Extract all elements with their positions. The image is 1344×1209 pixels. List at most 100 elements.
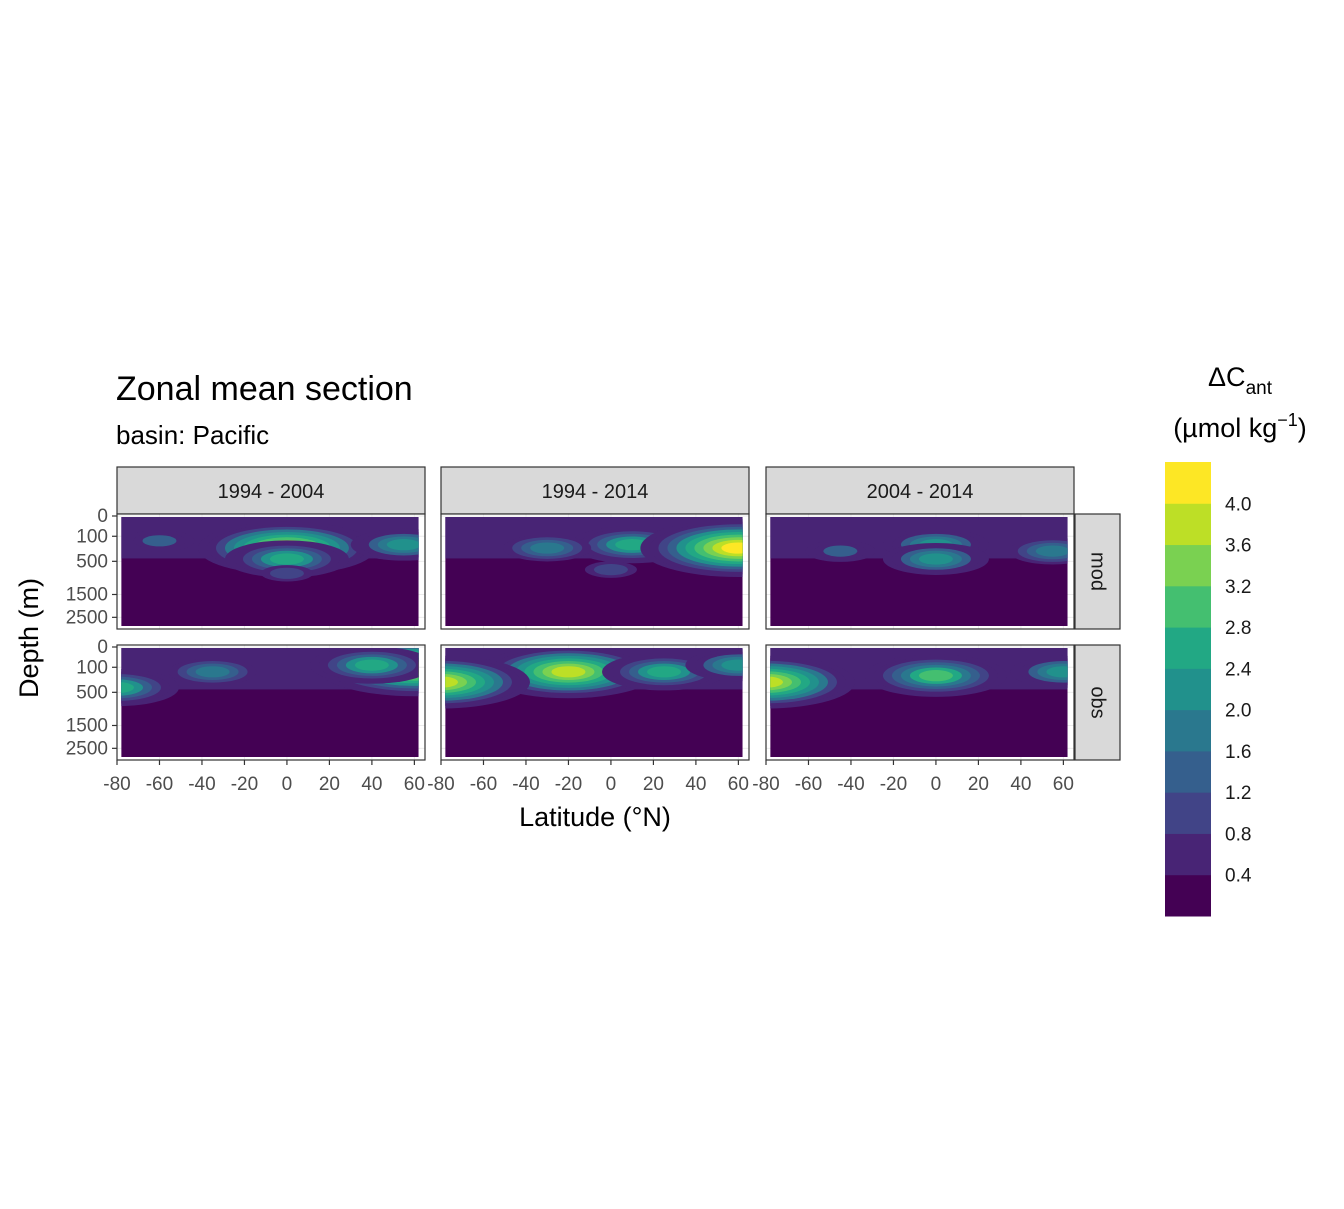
- row-strip-label: mod: [1087, 552, 1109, 591]
- colorbar-label: 3.6: [1225, 536, 1251, 557]
- facet-strip-2: [765, 466, 1075, 515]
- y-tick-label: 100: [76, 657, 108, 678]
- panel-border: [116, 513, 426, 630]
- facet-strip-label: 1994 - 2004: [218, 481, 325, 503]
- field-layer: [121, 517, 419, 626]
- x-tick-label: 20: [968, 774, 989, 795]
- panel-border: [440, 644, 750, 761]
- x-tick-label: 40: [1010, 774, 1031, 795]
- legend-title-unit: (µmol kg−1): [1173, 410, 1307, 443]
- colorbar-label: 4.0: [1225, 494, 1251, 515]
- panel-border: [765, 644, 1075, 761]
- contour-level: [721, 659, 743, 671]
- chart-subtitle: basin: Pacific: [116, 420, 269, 450]
- contour-level: [918, 553, 953, 565]
- y-tick-label: 1500: [66, 715, 108, 736]
- colorbar-label: 2.0: [1225, 701, 1251, 722]
- colorbar-segment: [1165, 874, 1211, 917]
- legend-unit-text: (µmol kg: [1173, 413, 1277, 443]
- y-axis-title: Depth (m): [14, 578, 44, 698]
- facet-strip-label: 2004 - 2014: [867, 481, 974, 503]
- field-layer: [770, 648, 1068, 757]
- x-tick-label: 0: [606, 774, 617, 795]
- colorbar-segment: [1165, 462, 1211, 504]
- field-layer: [121, 648, 419, 757]
- colorbar-segment: [1165, 668, 1211, 711]
- colorbar-segment: [1165, 627, 1211, 669]
- contour-level: [269, 567, 304, 579]
- x-tick-label: -60: [146, 774, 173, 795]
- facet-grid: 1994 - 2004 1994 - 2014 2004 - 2014 mod obs: [116, 466, 1121, 761]
- x-tick-label: -60: [795, 774, 822, 795]
- panel-obs-0: [116, 644, 426, 761]
- x-tick-label: 20: [643, 774, 664, 795]
- field-layer: [770, 517, 1068, 626]
- contour-level: [823, 545, 858, 557]
- facet-strip-0: [116, 466, 426, 515]
- legend-title-delta: ΔC: [1208, 362, 1246, 392]
- y-tick-label: 2500: [66, 607, 108, 628]
- row-strip-label: obs: [1087, 686, 1109, 718]
- row-strip-0: [1074, 513, 1121, 630]
- contour-level: [647, 666, 682, 678]
- panel-mod-1: [440, 513, 750, 630]
- x-tick-label: 40: [361, 774, 382, 795]
- x-tick-label: -80: [103, 774, 130, 795]
- x-tick-label: 0: [282, 774, 293, 795]
- y-tick-label: 1500: [66, 584, 108, 605]
- colorbar-segment: [1165, 585, 1211, 628]
- facet-strip-label: 1994 - 2014: [542, 481, 649, 503]
- contour-level: [121, 682, 134, 693]
- colorbar-label: 2.8: [1225, 618, 1251, 639]
- contour-level: [918, 670, 953, 682]
- y-tick-label: 0: [97, 506, 108, 527]
- legend-title-sub: ant: [1246, 378, 1273, 399]
- x-tick-label: 0: [931, 774, 942, 795]
- x-tick-label: -80: [752, 774, 779, 795]
- panel-mod-2: [765, 513, 1075, 630]
- legend-unit-exp: −1: [1277, 410, 1298, 430]
- contour-level: [195, 666, 230, 678]
- contour-level: [445, 676, 458, 688]
- colorbar-label: 0.8: [1225, 824, 1251, 845]
- x-tick-label: -40: [188, 774, 215, 795]
- x-tick-label: 60: [404, 774, 425, 795]
- contour-level: [1035, 545, 1068, 557]
- field-layer: [445, 648, 743, 757]
- colorbar-label: 1.6: [1225, 742, 1251, 763]
- colorbar-segment: [1165, 750, 1211, 793]
- colorbar-legend: ΔCant (µmol kg−1) 4.0 3.6 3.2 2.8 2.4 2.0 1.6 1…: [1165, 362, 1307, 917]
- colorbar-segment: [1165, 833, 1211, 876]
- x-tick-label: -60: [470, 774, 497, 795]
- contour-level: [269, 553, 304, 565]
- colorbar-label: 2.4: [1225, 659, 1252, 680]
- x-tick-label: 60: [728, 774, 749, 795]
- legend-title-main: ΔCant: [1208, 362, 1273, 399]
- panel-obs-1: [440, 644, 750, 761]
- y-tick-label: 2500: [66, 738, 108, 759]
- colorbar-label: 3.2: [1225, 577, 1251, 598]
- x-tick-label: 20: [319, 774, 340, 795]
- x-tick-label: -40: [837, 774, 864, 795]
- contour-level: [770, 676, 783, 688]
- colorbar-segment: [1165, 503, 1211, 546]
- x-tick-label: -20: [231, 774, 258, 795]
- panel-mod-0: [116, 513, 426, 630]
- contour-level: [721, 542, 743, 554]
- panel-border: [440, 513, 750, 630]
- y-tick-label: 0: [97, 637, 108, 658]
- x-tick-label: -40: [512, 774, 539, 795]
- contour-level: [593, 564, 628, 576]
- x-tick-label: 60: [1053, 774, 1074, 795]
- colorbar-segment: [1165, 792, 1211, 834]
- y-tick-label: 500: [76, 682, 108, 703]
- colorbar-segment: [1165, 709, 1211, 752]
- y-tick-label: 100: [76, 526, 108, 547]
- x-tick-label: -20: [555, 774, 582, 795]
- x-tick-label: -80: [427, 774, 454, 795]
- facet-strip-1: [440, 466, 750, 515]
- x-tick-label: 40: [685, 774, 706, 795]
- x-axis-title: Latitude (°N): [519, 802, 671, 832]
